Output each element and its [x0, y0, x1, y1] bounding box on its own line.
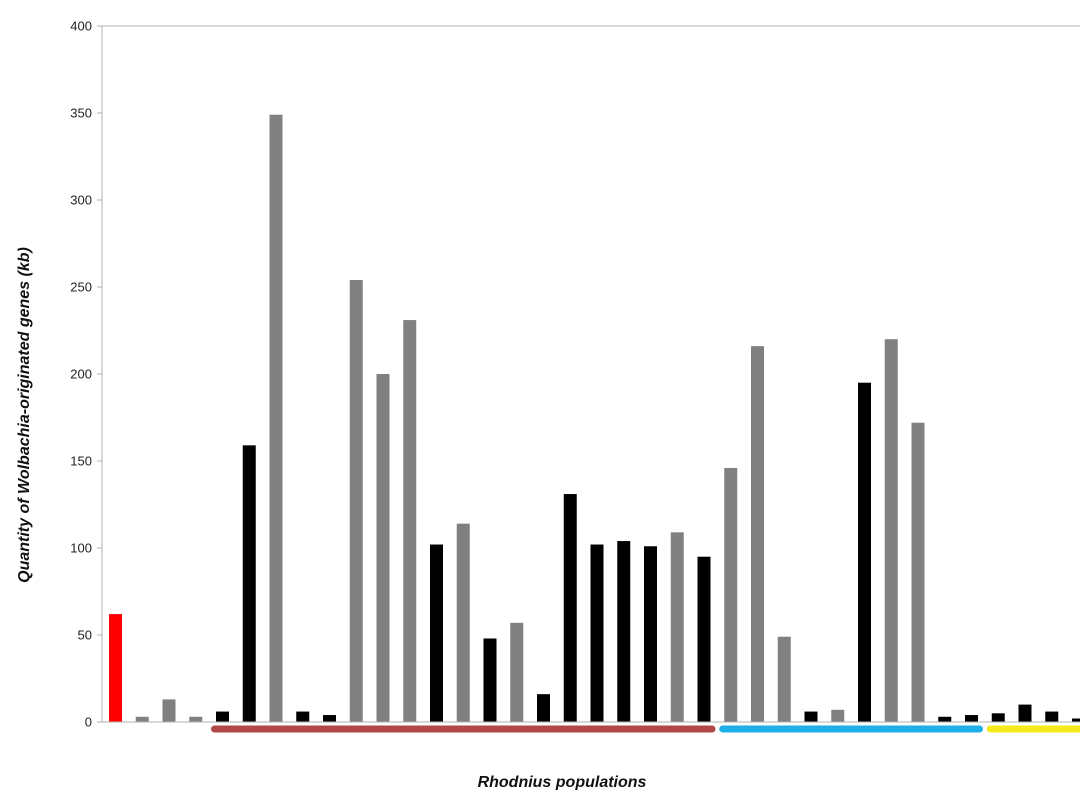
bar-26: [777, 636, 791, 722]
y-tick-label: 100: [70, 541, 92, 556]
bar-31: [911, 422, 925, 722]
bar-24: [724, 467, 738, 722]
bar-18: [563, 494, 577, 722]
bar-32: [938, 716, 952, 722]
bar-29: [858, 382, 871, 722]
y-tick-label: 0: [85, 715, 92, 730]
y-tick-label: 400: [70, 19, 92, 34]
bar-36: [1045, 711, 1059, 722]
y-tick-label: 200: [70, 367, 92, 382]
bar-11: [376, 374, 390, 722]
bar-5: [216, 711, 229, 722]
bar-10: [349, 280, 363, 722]
bar-28: [831, 709, 845, 722]
bar-17: [537, 694, 550, 722]
bar-19: [590, 544, 604, 722]
bar-4: [189, 716, 203, 722]
bar-35: [1018, 704, 1032, 722]
bar-33: [965, 715, 978, 722]
bar-16: [510, 622, 524, 722]
bar-27: [804, 711, 818, 722]
bar-2: [135, 716, 149, 722]
bar-23: [697, 556, 711, 722]
y-tick-label: 300: [70, 193, 92, 208]
x-axis-title: Rhodnius populations: [478, 774, 647, 790]
bar-22: [670, 532, 684, 722]
bar-21: [644, 546, 657, 722]
bar-12: [403, 320, 417, 722]
bar-8: [296, 711, 310, 722]
y-tick-label: 150: [70, 454, 92, 469]
bar-14: [456, 523, 470, 722]
y-tick-label: 350: [70, 106, 92, 121]
bar-6: [242, 445, 256, 722]
y-tick-label: 250: [70, 280, 92, 295]
bar-13: [430, 544, 443, 722]
bar-20: [617, 541, 631, 722]
bar-37: [1072, 718, 1080, 722]
bar-34: [991, 713, 1005, 722]
bar-3: [162, 699, 176, 722]
bar-30: [884, 339, 898, 722]
bar-25: [751, 346, 764, 722]
y-tick-label: 50: [78, 628, 92, 643]
bar-15: [483, 638, 497, 722]
bar-9: [323, 715, 336, 722]
y-axis-ticks: 0 50 100 150 200 250 300 350 400: [70, 19, 102, 730]
bar-1: [109, 614, 122, 722]
bars: [109, 114, 1080, 723]
bar-7: [269, 114, 283, 723]
y-axis-title: Quantity of Wolbachia-originated genes (…: [16, 247, 33, 583]
